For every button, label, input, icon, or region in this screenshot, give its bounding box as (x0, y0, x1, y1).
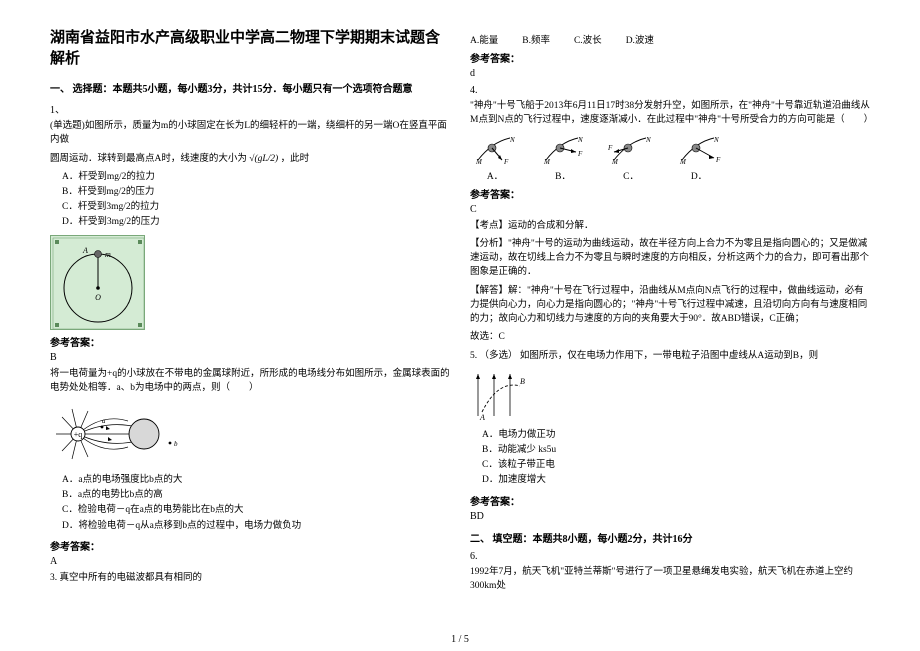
svg-text:M: M (679, 158, 687, 166)
q4-label-d: D． (691, 168, 707, 182)
q4-fig-b: M N F B． (538, 134, 588, 182)
q4-fig-d: M N F D． (674, 134, 724, 182)
svg-text:F: F (503, 158, 509, 166)
q4-expl-fx: 【分析】"神舟"十号的运动为曲线运动，故在半径方向上合力不为零且是指向圆心的；又… (470, 237, 870, 280)
q1-answer: B (50, 352, 450, 363)
q2-figure: +q a b (50, 399, 190, 469)
q6-number: 6. (470, 551, 870, 562)
q5-opt-b: B．动能减少 ks5u (482, 443, 870, 458)
svg-text:N: N (509, 136, 515, 144)
q1-text2: 圆周运动．球转到最高点A时，线速度的大小为 (50, 154, 247, 164)
q1-opt-b: B．杆受到mg/2的压力 (62, 185, 450, 200)
q4-diagram-c: M N F (606, 134, 656, 166)
q2-answer: A (50, 556, 450, 567)
q5-diagram-svg: A B (470, 368, 548, 423)
q4-number: 4. (470, 85, 870, 96)
svg-text:b: b (174, 440, 178, 448)
right-column: A.能量 B.频率 C.波长 D.波速 参考答案： d 4. "神舟"十号飞船于… (460, 28, 880, 631)
q3-opt-c: C.波长 (574, 32, 602, 46)
svg-text:F: F (607, 144, 613, 152)
q5-text: 5. （多选） 如图所示，仅在电场力作用下，一带电粒子沿图中虚线从A运动到B，则 (470, 349, 870, 363)
q1-opt-d: D．杆受到3mg/2的压力 (62, 215, 450, 230)
circle-diagram-svg: A m O (51, 236, 146, 331)
q3-opt-a: A.能量 (470, 32, 498, 46)
q2-opt-c: C．检验电荷－q在a点的电势能比在b点的大 (62, 503, 450, 518)
q1-text-line2: 圆周运动．球转到最高点A时，线速度的大小为 √(gL/2) ，此时 (50, 152, 450, 166)
q1-opt-a: A．杆受到mg/2的拉力 (62, 170, 450, 185)
q1-answer-label: 参考答案： (50, 334, 450, 349)
q3-opt-d: D.波速 (626, 32, 654, 46)
q2-opt-d: D．将检验电荷－q从a点移到b点的过程中，电场力做负功 (62, 519, 450, 534)
page-title: 湖南省益阳市水产高级职业中学高二物理下学期期末试题含解析 (50, 28, 450, 70)
svg-text:m: m (105, 250, 111, 259)
q4-label-b: B． (555, 168, 571, 182)
q4-diagram-a: M N F (470, 134, 520, 166)
q2-opt-a: A．a点的电场强度比b点的大 (62, 473, 450, 488)
svg-text:O: O (95, 293, 101, 302)
q4-answer: C (470, 204, 870, 215)
q1-opt-c: C．杆受到3mg/2的拉力 (62, 200, 450, 215)
q1-sqrt-expr: √(gL/2) (249, 154, 278, 164)
svg-text:N: N (577, 136, 583, 144)
q4-diagram-d: M N F (674, 134, 724, 166)
svg-text:A: A (479, 413, 485, 422)
svg-text:F: F (577, 150, 583, 158)
q4-fig-a: M N F A． (470, 134, 520, 182)
q3-answer-label: 参考答案： (470, 50, 870, 65)
q5-opt-d: D．加速度增大 (482, 473, 870, 488)
q3-answer: d (470, 68, 870, 79)
q5-opt-a: A．电场力做正功 (482, 428, 870, 443)
svg-text:M: M (543, 158, 551, 166)
q4-text: "神舟"十号飞船于2013年6月11日17时38分发射升空，如图所示，在"神舟"… (470, 99, 870, 128)
page-number: 1 / 5 (451, 634, 469, 645)
q5-answer-label: 参考答案： (470, 493, 870, 508)
svg-text:M: M (475, 158, 483, 166)
svg-text:A: A (82, 246, 88, 255)
charge-diagram-svg: +q a b (50, 399, 190, 469)
q4-expl-kd: 【考点】运动的合成和分解． (470, 219, 870, 233)
q4-label-a: A． (487, 168, 503, 182)
q2-answer-label: 参考答案： (50, 538, 450, 553)
svg-text:F: F (715, 156, 721, 164)
q5-answer: BD (470, 511, 870, 522)
q4-diagram-b: M N F (538, 134, 588, 166)
q1-figure: A m O (50, 235, 145, 330)
svg-text:a: a (102, 417, 106, 425)
q3-text: 3. 真空中所有的电磁波都具有相同的 (50, 571, 450, 585)
q3-opt-b: B.频率 (522, 32, 550, 46)
q3-options-row: A.能量 B.频率 C.波长 D.波速 (470, 32, 870, 46)
q4-figures-row: M N F A． M N F B． M (470, 134, 870, 182)
q5-figure: A B (470, 368, 548, 423)
q4-expl-jd: 【解答】解："神舟"十号在飞行过程中，沿曲线从M点向N点飞行的过程中，做曲线运动… (470, 284, 870, 327)
section1-heading: 一、 选择题：本题共5小题，每小题3分，共计15分．每小题只有一个选项符合题意 (50, 80, 450, 95)
q4-fig-c: M N F C． (606, 134, 656, 182)
q1-text-line1: (单选题)如图所示，质量为m的小球固定在长为L的细轻杆的一端，绕细杆的另一端O在… (50, 119, 450, 148)
svg-text:M: M (611, 158, 619, 166)
q2-text: 将一电荷量为+q的小球放在不带电的金属球附近，所形成的电场线分布如图所示，金属球… (50, 367, 450, 396)
section2-heading: 二、 填空题：本题共8小题，每小题2分，共计16分 (470, 530, 870, 545)
q4-label-c: C． (623, 168, 639, 182)
svg-text:B: B (520, 377, 525, 386)
svg-text:N: N (713, 136, 719, 144)
q1-number: 1、 (50, 101, 450, 116)
left-column: 湖南省益阳市水产高级职业中学高二物理下学期期末试题含解析 一、 选择题：本题共5… (40, 28, 460, 631)
svg-text:N: N (645, 136, 651, 144)
svg-text:+q: +q (74, 430, 83, 439)
q5-opt-c: C．该粒子带正电 (482, 458, 870, 473)
q6-text: 1992年7月，航天飞机"亚特兰蒂斯"号进行了一项卫星悬绳发电实验，航天飞机在赤… (470, 565, 870, 594)
q4-answer-label: 参考答案： (470, 186, 870, 201)
q2-opt-b: B．a点的电势比b点的高 (62, 488, 450, 503)
q4-expl-gx: 故选：C (470, 330, 870, 344)
q1-text3: ，此时 (281, 154, 310, 164)
